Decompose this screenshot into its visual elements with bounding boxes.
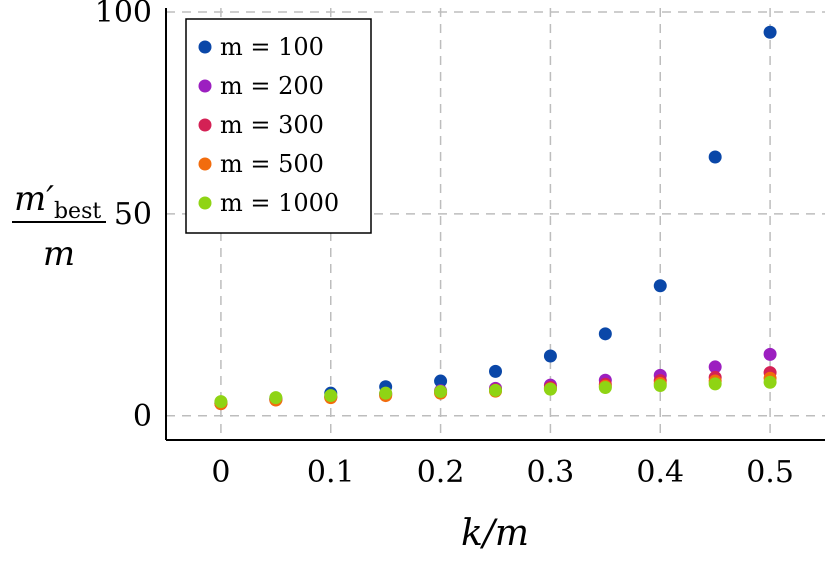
data-point	[653, 279, 667, 293]
legend-marker	[198, 157, 212, 171]
legend-label: m = 100	[220, 33, 324, 61]
svg-text:m′best: m′best	[14, 179, 101, 224]
data-point	[379, 386, 393, 400]
data-point	[598, 381, 612, 395]
data-point	[708, 377, 722, 391]
x-axis-label-text: k/m	[461, 513, 529, 554]
x-tick-label: 0.1	[307, 455, 355, 490]
series-m-1000	[214, 375, 777, 409]
x-tick-labels: 0 0.1 0.2 0.3 0.4 0.5	[211, 455, 794, 490]
y-tick-labels: 0 50 100	[95, 0, 152, 434]
data-point	[269, 391, 283, 405]
data-point	[489, 383, 502, 397]
data-point	[214, 395, 228, 409]
data-point	[708, 360, 722, 374]
legend-marker	[198, 118, 212, 132]
data-point	[653, 378, 667, 392]
data-point	[434, 385, 448, 399]
x-tick-label: 0.3	[527, 455, 575, 490]
data-point	[434, 374, 448, 388]
data-point	[598, 327, 612, 341]
legend-marker	[198, 40, 212, 54]
x-axis-label: k/m	[461, 513, 529, 554]
x-tick-label: 0.4	[636, 455, 684, 490]
data-point	[489, 364, 502, 378]
legend-label: m = 300	[220, 111, 324, 139]
y-tick-label: 0	[133, 399, 152, 434]
data-point	[543, 382, 557, 396]
y-axis-label-denominator: m	[43, 234, 75, 274]
y-tick-label: 100	[95, 0, 152, 30]
data-point	[763, 25, 777, 39]
y-axis-label-numerator: m′	[14, 179, 54, 219]
legend-marker	[198, 79, 212, 93]
y-axis-label-subscript: best	[54, 199, 101, 224]
legend-label: m = 500	[220, 150, 324, 178]
data-point	[763, 375, 777, 389]
x-tick-label: 0.2	[417, 455, 465, 490]
legend-marker	[198, 196, 212, 210]
legend-label: m = 1000	[220, 189, 339, 217]
data-point	[543, 349, 557, 363]
y-axis-label: m′best m	[12, 179, 106, 274]
x-tick-label: 0.5	[746, 455, 794, 490]
axes	[165, 8, 825, 441]
data-point	[324, 389, 338, 403]
legend-label: m = 200	[220, 72, 324, 100]
legend: m = 100 m = 200 m = 300 m = 500 m = 1000	[185, 18, 372, 234]
data-point	[708, 150, 722, 164]
x-tick-label: 0	[211, 455, 230, 490]
legend-box	[185, 18, 372, 234]
series-m-200	[214, 347, 777, 410]
data-point	[763, 347, 777, 361]
data-points	[214, 25, 777, 411]
y-tick-label: 50	[114, 197, 152, 232]
